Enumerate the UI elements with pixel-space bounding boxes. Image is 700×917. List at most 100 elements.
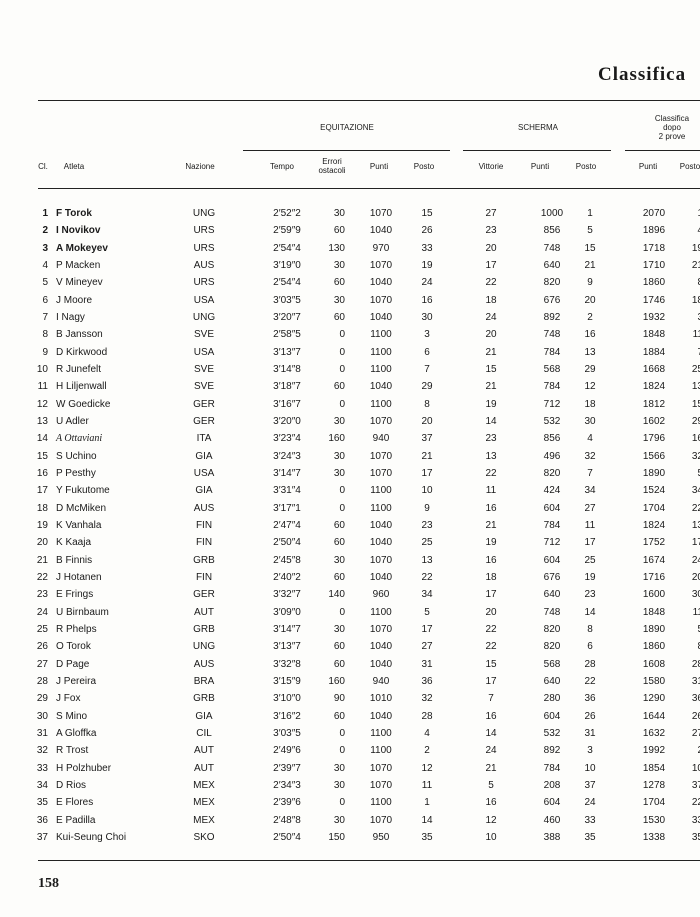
table-cell: 1290 <box>642 693 666 705</box>
table-cell: GER <box>193 415 215 427</box>
table-cell: 712 <box>543 398 561 410</box>
table-cell: J Pereira <box>56 675 97 687</box>
table-cell: J Fox <box>56 693 81 705</box>
table-cell: GER <box>193 398 215 410</box>
table-cell: 3 <box>424 329 430 341</box>
table-cell: 4 <box>42 259 48 271</box>
table-cell: 3′14″7 <box>273 623 301 635</box>
table-cell: P Pesthy <box>56 467 96 479</box>
table-cell: J Moore <box>56 294 93 306</box>
table-cell: 24 <box>36 606 48 618</box>
table-cell: 23 <box>584 589 596 601</box>
table-cell: 15 <box>421 208 433 219</box>
table-cell: 60 <box>333 225 345 237</box>
table-cell: 60 <box>333 311 345 323</box>
table-cell: 1752 <box>642 537 666 549</box>
table-cell: 1070 <box>369 762 393 774</box>
table-cell: 1100 <box>370 398 392 410</box>
table-cell: 1824 <box>642 381 666 393</box>
table-cell: 10 <box>36 363 48 375</box>
table-cell: 2′52″2 <box>273 208 301 219</box>
table-cell: 27 <box>485 208 497 219</box>
table-cell: 1040 <box>369 641 393 653</box>
table-cell: 3 <box>563 312 700 324</box>
table-cell: 60 <box>333 277 345 289</box>
table-cell: 0 <box>339 745 345 757</box>
table-cell: 3′17″1 <box>273 502 301 514</box>
table-cell: GER <box>193 589 215 601</box>
table-cell: GRB <box>193 554 215 566</box>
table-cell: 15 <box>584 242 596 254</box>
table-cell: 21 <box>36 554 48 566</box>
table-cell: 1860 <box>642 641 666 653</box>
table-cell: AUT <box>194 762 214 774</box>
table-cell: 2′49″6 <box>273 745 301 757</box>
table-cell: 3′03″5 <box>273 727 301 739</box>
table-cell: FIN <box>195 537 213 549</box>
table-cell: 33 <box>36 762 48 774</box>
table-cell: 856 <box>543 433 561 445</box>
table-cell: 150 <box>328 831 345 843</box>
table-cell: AUS <box>193 658 215 670</box>
table-cell: 2 <box>42 225 48 237</box>
table-cell: 22 <box>485 641 497 653</box>
table-cell: 9 <box>424 502 430 514</box>
table-cell: 1796 <box>642 433 666 445</box>
table-cell: 16 <box>485 502 497 514</box>
table-cell: 19 <box>485 537 497 549</box>
table-cell: 26 <box>421 225 433 237</box>
table-cell: 11 <box>584 519 596 531</box>
table-cell: 31 <box>691 675 700 687</box>
table-cell: 13 <box>485 450 497 462</box>
table-cell: 1644 <box>642 710 666 722</box>
table-cell: 22 <box>691 797 700 809</box>
table-cell: FIN <box>195 571 213 583</box>
table-cell: 31 <box>421 658 433 670</box>
table-cell: 19 <box>421 259 433 271</box>
table-cell: 11 <box>692 606 700 618</box>
table-cell: UNG <box>192 208 216 219</box>
table-cell: 13 <box>421 554 433 566</box>
table-cell: 640 <box>543 259 561 271</box>
table-cell: 3′10″0 <box>273 693 301 705</box>
table-cell: 16 <box>584 329 596 341</box>
table-cell: 21 <box>485 762 497 774</box>
table-cell: 1338 <box>642 831 666 843</box>
table-cell: 7 <box>424 363 430 375</box>
table-cell: 22 <box>485 623 497 635</box>
table-cell: 2′48″8 <box>273 814 301 826</box>
table-cell: 568 <box>543 658 561 670</box>
table-cell: 20 <box>421 415 433 427</box>
table-cell: 29 <box>36 693 48 705</box>
table-cell: 23 <box>485 225 497 237</box>
table-cell: 10 <box>584 762 596 774</box>
table-cell: F Torok <box>56 208 92 219</box>
table-cell: 1070 <box>369 554 393 566</box>
table-cell: 13 <box>584 346 596 358</box>
table-cell: 7 <box>587 467 593 479</box>
table-cell: 31 <box>36 727 48 739</box>
table-cell: 0 <box>339 797 345 809</box>
table-cell: D Page <box>56 658 90 670</box>
table-cell: 16 <box>485 710 497 722</box>
table-cell: 784 <box>543 346 561 358</box>
table-cell: 140 <box>328 589 345 601</box>
table-cell: U Birnbaum <box>56 606 109 618</box>
table-cell: 0 <box>339 502 345 514</box>
table-cell: SVE <box>193 381 214 393</box>
table-cell: 11 <box>37 381 48 393</box>
table-cell: 0 <box>339 485 345 497</box>
table-cell: 20 <box>485 242 497 254</box>
table-cell: 1100 <box>370 329 392 341</box>
table-cell: 820 <box>543 277 561 289</box>
table-cell: 0 <box>339 398 345 410</box>
table-cell: 950 <box>372 831 390 843</box>
table-cell: SVE <box>193 329 214 341</box>
table-cell: R Phelps <box>56 623 97 635</box>
table-cell: GIA <box>195 450 213 462</box>
table-cell: 3′13″7 <box>273 346 301 358</box>
table-cell: 388 <box>543 831 561 843</box>
table-cell: 11 <box>421 779 433 791</box>
column-header: Tempo <box>269 161 294 171</box>
table-cell: E Frings <box>56 589 94 601</box>
